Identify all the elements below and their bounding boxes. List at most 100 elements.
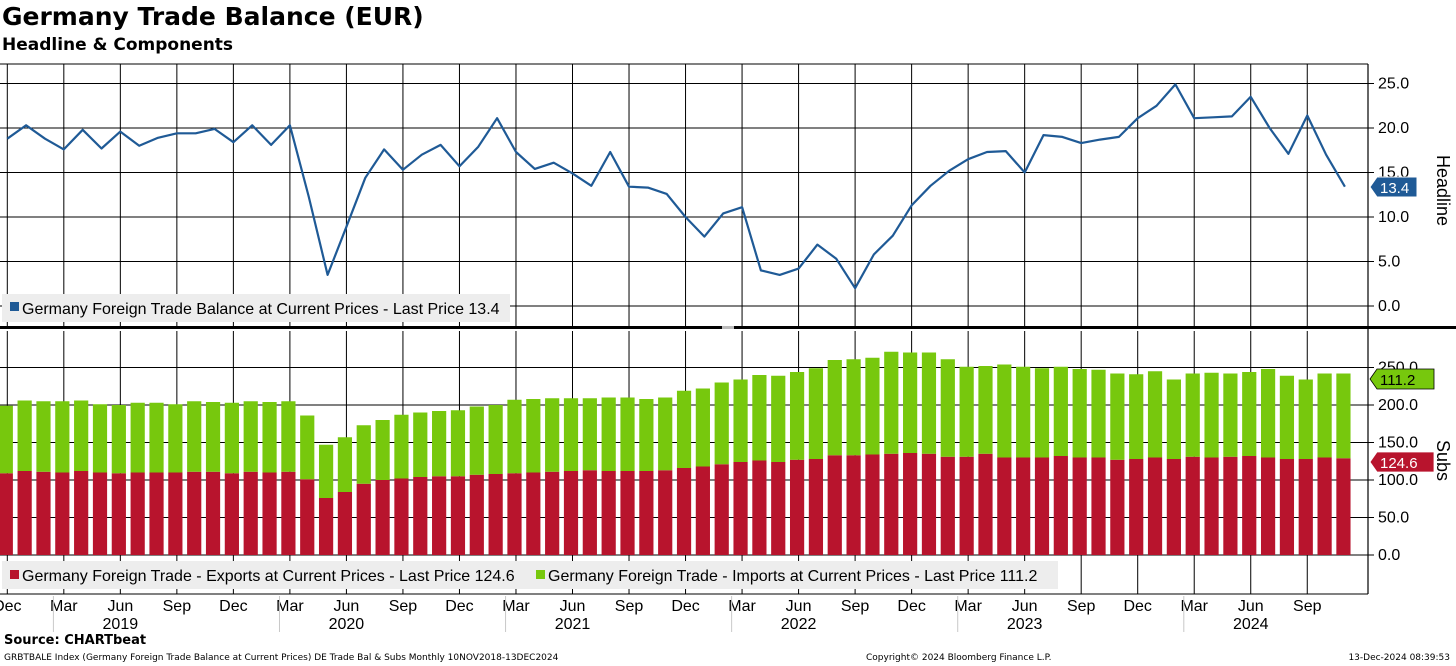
- imports-bar: [149, 402, 164, 473]
- exports-bar: [808, 459, 824, 555]
- imports-bar: [1091, 369, 1106, 458]
- imports-bar: [695, 388, 710, 467]
- headline-line-layer: [6, 83, 1346, 290]
- exports-bar: [149, 472, 164, 555]
- x-month-tick-label: Dec: [1123, 598, 1151, 615]
- exports-bar: [1034, 457, 1050, 555]
- imports-bar: [413, 412, 428, 477]
- exports-bar: [695, 466, 710, 555]
- imports-bar: [1016, 366, 1031, 458]
- imports-bar: [1185, 373, 1200, 457]
- exports-bar: [771, 462, 786, 555]
- exports-bar: [337, 492, 353, 555]
- headline-ytick-label: 0.0: [1378, 298, 1400, 315]
- exports-bar: [959, 456, 974, 555]
- imports-bar: [394, 414, 409, 479]
- exports-bar: [1279, 459, 1295, 555]
- subs-legend-box: [2, 561, 1058, 589]
- exports-bar: [582, 470, 597, 555]
- imports-bar: [17, 400, 32, 471]
- exports-bar: [940, 456, 955, 555]
- imports-bar: [1223, 373, 1238, 457]
- imports-bar: [865, 357, 880, 455]
- exports-bar: [921, 453, 937, 555]
- imports-bar: [300, 415, 315, 480]
- imports-bar: [450, 410, 466, 477]
- imports-bar: [959, 366, 974, 457]
- imports-bar: [375, 420, 390, 480]
- x-year-label: 2021: [555, 616, 591, 633]
- imports-bar: [752, 375, 767, 461]
- imports-bar: [997, 364, 1012, 458]
- panel-splitter-handle[interactable]: [722, 326, 734, 329]
- imports-bar: [74, 400, 89, 471]
- exports-bar: [111, 473, 126, 555]
- headline-legend-label: Germany Foreign Trade Balance at Current…: [22, 301, 500, 318]
- x-month-tick-label: Sep: [163, 598, 192, 615]
- imports-bar: [1336, 373, 1351, 459]
- imports-bar: [469, 406, 484, 475]
- exports-bar: [356, 483, 371, 555]
- chart-subtitle: Headline & Components: [2, 35, 234, 55]
- imports-bar: [884, 351, 899, 454]
- exports-bar: [789, 459, 805, 555]
- exports-bar: [1336, 458, 1351, 555]
- exports-bar: [300, 479, 315, 555]
- exports-bar: [545, 471, 560, 555]
- headline-ytick-label: 25.0: [1378, 76, 1409, 93]
- exports-bar: [281, 471, 296, 555]
- imports-bar: [733, 379, 748, 462]
- imports-bar: [92, 404, 108, 473]
- chart-title: Germany Trade Balance (EUR): [2, 2, 424, 31]
- exports-bar: [658, 470, 673, 555]
- x-month-tick-label: Jun: [107, 598, 133, 615]
- x-month-tick-label: Sep: [1293, 598, 1322, 615]
- imports-bar: [582, 398, 597, 471]
- imports-bar: [507, 399, 522, 474]
- x-month-tick-label: Jun: [786, 598, 812, 615]
- source-label: Source: CHARTbeat: [4, 633, 147, 648]
- footer-index-text: GRBTBALE Index (Germany Foreign Trade Ba…: [4, 653, 559, 663]
- exports-bar: [130, 472, 145, 555]
- exports-bar: [469, 474, 484, 555]
- imports-bar: [488, 405, 503, 474]
- imports-bar: [827, 360, 842, 456]
- x-year-label: 2023: [1007, 616, 1043, 633]
- x-month-tick-label: Jun: [334, 598, 360, 615]
- headline-legend-swatch: [10, 302, 19, 311]
- exports-bar: [262, 472, 277, 555]
- imports-bar: [432, 411, 447, 477]
- exports-bar: [318, 498, 334, 555]
- exports-bar: [1129, 459, 1144, 555]
- exports-bar: [884, 453, 899, 555]
- x-axis: Dec Mar Jun Sep Dec Mar Jun Sep Dec Mar Jun Sep Dec M…: [0, 596, 1322, 633]
- imports-bar: [1110, 373, 1125, 460]
- headline-ytick-label: 5.0: [1378, 254, 1400, 271]
- exports-bar: [55, 472, 70, 555]
- imports-bar: [356, 425, 371, 484]
- headline-last-price-tag: 13.4: [1369, 176, 1418, 198]
- exports-legend-swatch: [10, 570, 19, 579]
- exports-bar: [714, 464, 729, 555]
- x-month-tick-label: Sep: [1067, 598, 1096, 615]
- imports-bar: [563, 398, 579, 471]
- imports-bar: [639, 399, 654, 471]
- imports-bar: [1034, 368, 1050, 458]
- footer-date: 13-Dec-2024 08:39:53: [1348, 653, 1450, 663]
- imports-bar: [36, 401, 51, 472]
- subs-bars: [0, 351, 1351, 555]
- imports-bar: [318, 444, 334, 498]
- imports-bar: [1260, 369, 1276, 458]
- exports-bar: [563, 471, 579, 555]
- exports-bar: [394, 478, 409, 555]
- exports-bar: [488, 474, 503, 555]
- x-month-tick-label: Mar: [728, 598, 756, 615]
- imports-bar: [1053, 366, 1068, 456]
- imports-bar: [1166, 379, 1181, 459]
- exports-bar: [1298, 459, 1313, 555]
- imports-bar: [1279, 375, 1295, 459]
- subs-ytick-label: 150.0: [1378, 435, 1418, 452]
- exports-bar: [997, 457, 1012, 555]
- imports-bar: [1242, 372, 1257, 456]
- x-year-label: 2024: [1233, 616, 1269, 633]
